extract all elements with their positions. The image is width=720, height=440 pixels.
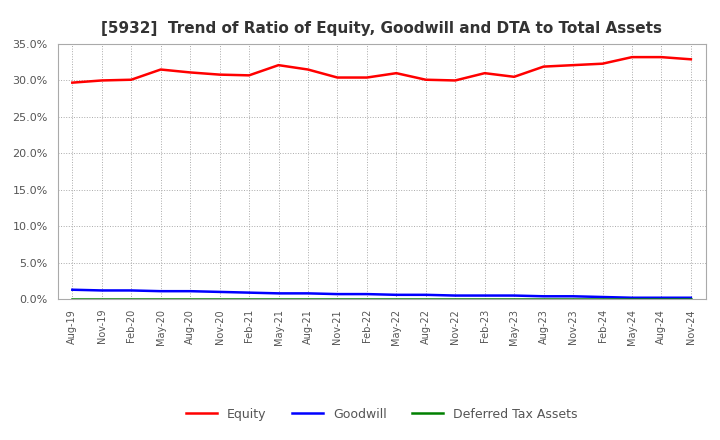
Goodwill xyxy=(392,292,400,297)
Deferred Tax Assets xyxy=(421,296,430,301)
Goodwill xyxy=(657,295,666,301)
Equity xyxy=(186,70,194,75)
Goodwill xyxy=(186,289,194,294)
Deferred Tax Assets xyxy=(687,296,696,301)
Deferred Tax Assets xyxy=(215,296,224,301)
Deferred Tax Assets xyxy=(333,296,342,301)
Deferred Tax Assets xyxy=(628,296,636,301)
Equity xyxy=(304,67,312,72)
Deferred Tax Assets xyxy=(274,296,283,301)
Equity xyxy=(569,62,577,68)
Goodwill xyxy=(628,295,636,301)
Deferred Tax Assets xyxy=(363,296,372,301)
Goodwill xyxy=(598,294,607,300)
Equity xyxy=(510,74,518,80)
Deferred Tax Assets xyxy=(304,296,312,301)
Equity xyxy=(392,70,400,76)
Equity xyxy=(598,61,607,66)
Equity xyxy=(68,80,76,85)
Deferred Tax Assets xyxy=(598,296,607,301)
Equity xyxy=(363,75,372,80)
Deferred Tax Assets xyxy=(451,296,459,301)
Equity xyxy=(245,73,253,78)
Goodwill xyxy=(333,291,342,297)
Deferred Tax Assets xyxy=(156,296,165,301)
Goodwill xyxy=(421,292,430,297)
Equity xyxy=(657,55,666,60)
Goodwill xyxy=(274,291,283,296)
Equity xyxy=(274,62,283,68)
Equity xyxy=(97,78,106,83)
Equity xyxy=(628,55,636,60)
Deferred Tax Assets xyxy=(510,296,518,301)
Legend: Equity, Goodwill, Deferred Tax Assets: Equity, Goodwill, Deferred Tax Assets xyxy=(181,403,582,425)
Goodwill xyxy=(539,293,548,299)
Goodwill xyxy=(510,293,518,298)
Goodwill xyxy=(245,290,253,295)
Line: Equity: Equity xyxy=(72,57,691,83)
Goodwill xyxy=(363,291,372,297)
Equity xyxy=(333,75,342,80)
Goodwill xyxy=(127,288,135,293)
Deferred Tax Assets xyxy=(68,296,76,301)
Title: [5932]  Trend of Ratio of Equity, Goodwill and DTA to Total Assets: [5932] Trend of Ratio of Equity, Goodwil… xyxy=(101,21,662,36)
Goodwill xyxy=(68,287,76,292)
Goodwill xyxy=(569,293,577,299)
Equity xyxy=(421,77,430,82)
Equity xyxy=(156,67,165,72)
Deferred Tax Assets xyxy=(392,296,400,301)
Deferred Tax Assets xyxy=(97,296,106,301)
Goodwill xyxy=(156,289,165,294)
Deferred Tax Assets xyxy=(245,296,253,301)
Goodwill xyxy=(97,288,106,293)
Deferred Tax Assets xyxy=(569,296,577,301)
Deferred Tax Assets xyxy=(539,296,548,301)
Goodwill xyxy=(215,289,224,294)
Equity xyxy=(687,57,696,62)
Deferred Tax Assets xyxy=(657,296,666,301)
Equity xyxy=(480,70,489,76)
Deferred Tax Assets xyxy=(186,296,194,301)
Goodwill xyxy=(687,295,696,301)
Equity xyxy=(127,77,135,82)
Deferred Tax Assets xyxy=(480,296,489,301)
Equity xyxy=(539,64,548,69)
Equity xyxy=(451,78,459,83)
Deferred Tax Assets xyxy=(127,296,135,301)
Line: Goodwill: Goodwill xyxy=(72,290,691,298)
Goodwill xyxy=(304,291,312,296)
Equity xyxy=(215,72,224,77)
Goodwill xyxy=(480,293,489,298)
Goodwill xyxy=(451,293,459,298)
